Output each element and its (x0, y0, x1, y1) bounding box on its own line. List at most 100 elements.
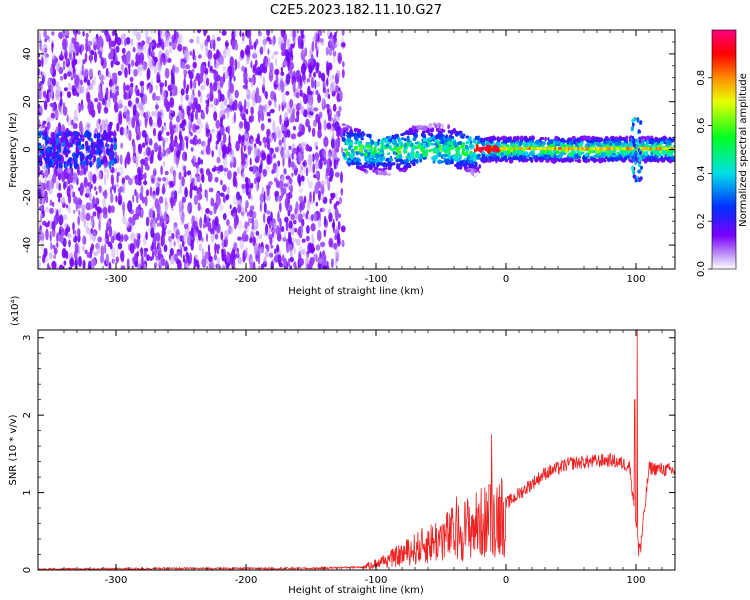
spectrogram-heatmap (38, 30, 675, 269)
heatmap-cell (643, 158, 648, 164)
heatmap-cell (246, 101, 250, 109)
heatmap-cell (349, 141, 354, 146)
heatmap-cell (50, 112, 56, 119)
heatmap-cell (350, 148, 355, 154)
heatmap-cell (140, 247, 144, 257)
heatmap-cell (273, 51, 279, 56)
heatmap-cell (157, 66, 161, 76)
heatmap-cell (110, 47, 114, 59)
spectrogram-y-label: Frequency (Hz) (8, 112, 19, 188)
heatmap-cell (565, 144, 569, 147)
heatmap-cell (222, 213, 227, 221)
heatmap-cell (268, 100, 272, 106)
heatmap-cell (313, 71, 317, 78)
heatmap-cell (155, 186, 160, 196)
heatmap-cell (42, 43, 48, 55)
heatmap-cell (337, 70, 341, 80)
heatmap-cell (85, 212, 91, 221)
heatmap-cell (457, 141, 462, 146)
heatmap-cell (281, 92, 286, 105)
heatmap-cell (405, 150, 408, 154)
heatmap-cell (341, 123, 346, 127)
heatmap-cell (529, 151, 534, 156)
heatmap-cell (476, 135, 480, 141)
heatmap-cell (213, 70, 219, 83)
heatmap-cell (43, 30, 47, 38)
heatmap-cell (169, 248, 174, 256)
heatmap-cell (77, 199, 83, 205)
heatmap-cell (173, 224, 179, 233)
heatmap-cell (450, 159, 454, 165)
heatmap-cell (297, 35, 303, 45)
heatmap-cell (58, 54, 64, 61)
y-tick-label: 20 (22, 95, 33, 108)
heatmap-cell (272, 120, 276, 132)
heatmap-cell (216, 156, 221, 164)
heatmap-cell (167, 229, 172, 235)
heatmap-cell (614, 141, 620, 146)
heatmap-cell (649, 147, 653, 151)
heatmap-cell (110, 205, 115, 214)
heatmap-cell (263, 256, 267, 265)
heatmap-cell (110, 151, 114, 157)
heatmap-cell (668, 152, 673, 157)
heatmap-cell (310, 223, 316, 232)
heatmap-cell (255, 38, 259, 46)
heatmap-cell (90, 217, 94, 227)
heatmap-cell (123, 91, 128, 100)
heatmap-cell (567, 152, 572, 157)
heatmap-cell (473, 170, 478, 173)
heatmap-cell (363, 168, 367, 172)
heatmap-cell (233, 75, 236, 82)
heatmap-cell (47, 265, 51, 269)
heatmap-cell (425, 142, 429, 147)
heatmap-cell (277, 211, 280, 223)
heatmap-cell (87, 40, 93, 47)
heatmap-cell (150, 227, 155, 238)
heatmap-cell (254, 59, 258, 67)
heatmap-cell (239, 121, 244, 129)
heatmap-cell (282, 187, 287, 195)
heatmap-cell (58, 214, 64, 226)
heatmap-cell (82, 235, 87, 245)
heatmap-cell (496, 137, 501, 142)
heatmap-cell (652, 139, 657, 143)
heatmap-cell (84, 52, 88, 63)
heatmap-cell (605, 150, 610, 154)
heatmap-cell (637, 129, 641, 134)
heatmap-cell (105, 31, 110, 43)
heatmap-cell (107, 131, 112, 138)
heatmap-cell (391, 134, 394, 140)
heatmap-cell (166, 131, 170, 136)
heatmap-cell (354, 127, 357, 133)
heatmap-cell (622, 147, 626, 151)
heatmap-cell (201, 248, 205, 258)
heatmap-cell (127, 200, 133, 213)
heatmap-cell (47, 220, 50, 226)
heatmap-cell (286, 51, 291, 61)
heatmap-cell (46, 151, 49, 159)
heatmap-cell (318, 70, 322, 79)
heatmap-cell (48, 90, 51, 101)
heatmap-cell (312, 190, 315, 203)
heatmap-cell (72, 88, 77, 96)
heatmap-cell (342, 61, 345, 68)
heatmap-cell (118, 166, 124, 178)
heatmap-cell (264, 103, 268, 113)
heatmap-cell (322, 120, 327, 130)
heatmap-cell (599, 138, 604, 142)
heatmap-cell (72, 222, 75, 231)
heatmap-cell (387, 141, 391, 145)
heatmap-cell (250, 106, 254, 115)
heatmap-cell (280, 149, 285, 160)
heatmap-cell (609, 142, 612, 146)
heatmap-cell (192, 220, 198, 229)
heatmap-cell (270, 211, 273, 222)
heatmap-cell (131, 215, 136, 226)
heatmap-cell (229, 82, 234, 94)
heatmap-cell (79, 120, 83, 132)
heatmap-cell (232, 195, 237, 206)
heatmap-cell (98, 219, 101, 232)
heatmap-cell (67, 233, 72, 239)
heatmap-cell (298, 257, 305, 266)
